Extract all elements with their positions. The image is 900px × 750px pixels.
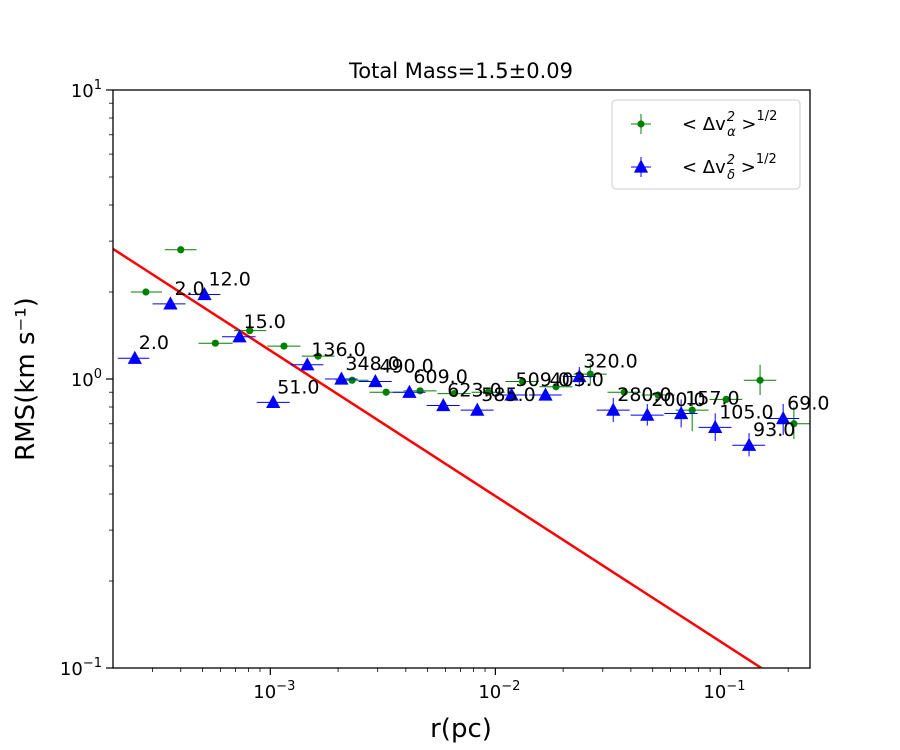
- x-axis-label: r(pc): [430, 714, 492, 744]
- legend-marker: [637, 120, 645, 128]
- data-point: [538, 387, 553, 401]
- chart-title: Total Mass=1.5±0.09: [348, 59, 573, 83]
- annotation-label: 320.0: [583, 351, 637, 373]
- data-point: [211, 339, 219, 347]
- tick-label: 10−1: [703, 679, 745, 703]
- data-point: [382, 388, 390, 396]
- data-point: [416, 387, 424, 395]
- data-point: [470, 402, 485, 416]
- annotation-label: 2.0: [174, 278, 204, 300]
- data-point: [674, 405, 689, 420]
- annotation-label: 348.0: [345, 353, 399, 375]
- tick-label: 10−3: [253, 679, 295, 703]
- data-point: [142, 288, 150, 296]
- data-point: [484, 388, 492, 396]
- annotation-label: 585.0: [481, 384, 535, 406]
- point-annotations: 2.02.0 12.015.051.0136.0348.0490.0609.062…: [139, 269, 830, 442]
- data-point: [606, 402, 621, 416]
- data-point: [640, 407, 655, 421]
- fit-line: [113, 247, 763, 668]
- annotation-label: 609.0: [413, 366, 467, 388]
- data-point: [300, 357, 315, 371]
- data-point: [654, 391, 662, 399]
- data-point: [402, 384, 417, 398]
- tick-label: 10−1: [60, 656, 102, 680]
- data-point: [197, 287, 212, 301]
- annotation-label: 51.0: [277, 376, 319, 398]
- annotation-label: 280.0: [617, 384, 671, 406]
- data-point: [450, 390, 458, 398]
- tick-label: 10−2: [478, 679, 520, 703]
- tick-label: 101: [71, 78, 102, 102]
- data-point: [368, 374, 383, 388]
- plot-marks: [113, 246, 810, 668]
- data-point: [688, 406, 696, 414]
- data-point: [232, 329, 247, 343]
- data-point: [334, 371, 349, 385]
- annotation-label: 12.0: [208, 269, 250, 291]
- data-point: [177, 246, 185, 254]
- data-point: [348, 376, 356, 384]
- annotation-label: 490.0: [379, 356, 433, 378]
- data-point: [708, 419, 723, 434]
- legend-label: < Δv2 δ >1/2: [682, 152, 777, 183]
- data-point: [266, 394, 281, 409]
- data-point: [163, 296, 178, 310]
- legend-box: [611, 99, 801, 190]
- data-point: [127, 350, 142, 364]
- annotation-label: 136.0: [311, 339, 365, 361]
- annotation-label: 105.0: [719, 401, 773, 423]
- annotation-label: 69.0: [787, 392, 829, 414]
- data-point: [586, 370, 594, 378]
- annotation-label: 157.0: [685, 387, 739, 409]
- data-point: [280, 342, 288, 350]
- data-point: [776, 410, 791, 425]
- series-alpha: [130, 246, 810, 439]
- y-axis-label: RMS(km s⁻¹): [11, 297, 41, 461]
- legend-label: < Δv2 α >1/2: [682, 109, 777, 140]
- data-point: [722, 395, 730, 403]
- series-delta: [117, 287, 800, 457]
- data-point: [552, 383, 560, 391]
- legend: < Δv2 α >1/2 < Δv2 δ >1/2: [611, 99, 801, 190]
- tick-label: 100: [71, 367, 102, 391]
- data-point: [436, 397, 451, 412]
- annotation-label: 509.0: [516, 369, 570, 391]
- annotation-label: 15.0: [244, 311, 286, 333]
- data-point: [246, 327, 254, 335]
- legend-marker: [633, 159, 649, 173]
- data-point: [518, 377, 527, 386]
- data-point: [741, 437, 757, 451]
- annotation-label: 623.0: [447, 379, 501, 401]
- annotation-label: 2.0: [139, 332, 169, 354]
- annotation-label: 200.0: [651, 389, 705, 411]
- data-point: [504, 387, 519, 401]
- data-point: [572, 369, 587, 383]
- data-point: [790, 420, 798, 428]
- legend-item-delta: < Δv2 δ >1/2: [631, 152, 777, 183]
- annotation-label: 93.0: [753, 419, 795, 441]
- data-point: [314, 352, 322, 360]
- legend-item-alpha: < Δv2 α >1/2: [631, 109, 777, 140]
- data-point: [756, 376, 764, 384]
- x-axis-ticks: 10−3 10−2 10−1: [152, 668, 789, 703]
- annotation-label: 403.0: [550, 369, 604, 391]
- data-point: [620, 388, 628, 396]
- y-axis-ticks: 10−1 100 101: [60, 78, 113, 680]
